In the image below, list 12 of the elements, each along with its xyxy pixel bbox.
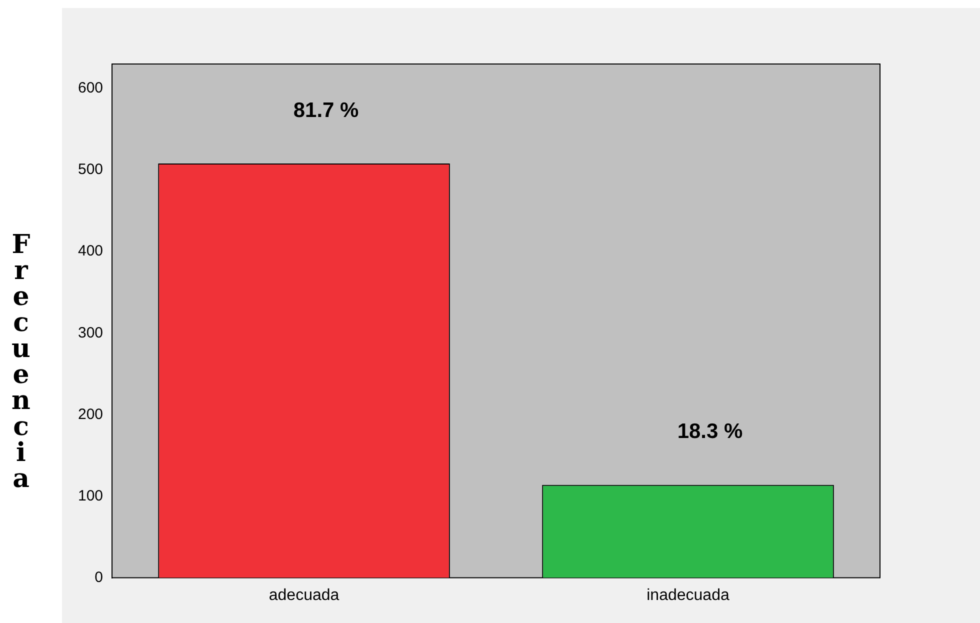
x-tick-label: inadecuada: [646, 586, 730, 604]
y-tick-label: 300: [78, 324, 104, 342]
y-tick-label: 0: [94, 568, 104, 586]
y-tick-label: 600: [78, 80, 104, 97]
annotation: 18.3 %: [677, 420, 744, 444]
y-tick-label: 500: [78, 161, 104, 178]
annotation: 81.7 %: [293, 98, 360, 122]
y-tick-label: 200: [78, 406, 104, 423]
y-tick-label: 100: [78, 487, 104, 504]
x-tick-label: adecuada: [268, 586, 340, 604]
y-tick-label: 400: [78, 242, 104, 260]
y-axis-title: Frecuencia: [6, 230, 36, 490]
